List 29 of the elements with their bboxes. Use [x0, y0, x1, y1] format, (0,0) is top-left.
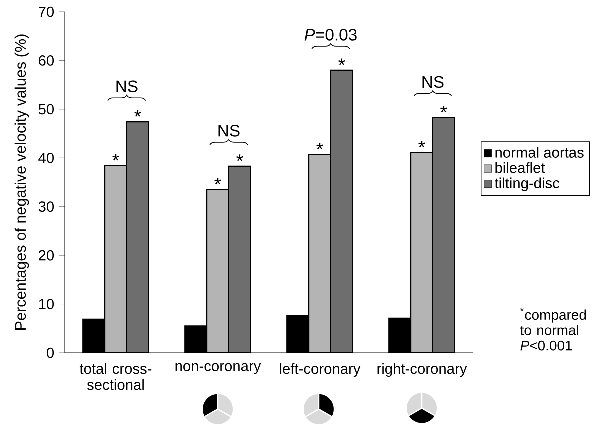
- x-tick-label: right-coronary: [378, 363, 468, 378]
- annotation: *: [134, 110, 142, 117]
- annotation: *: [440, 106, 448, 113]
- y-tick-label: 30: [38, 202, 54, 212]
- y-tick-label: 70: [39, 6, 54, 18]
- text: $^{*}$compared to normal P<0.001: [520, 308, 586, 351]
- y-tick-label: 10: [39, 299, 54, 310]
- x-tick-label: total cross-sectional: [80, 363, 152, 390]
- annotation: *: [418, 141, 426, 148]
- x-tick-label: left-coronary: [280, 363, 361, 378]
- annotation: NS: [218, 125, 240, 137]
- annotation: *: [316, 142, 324, 150]
- y-tick-label: 20: [39, 250, 54, 261]
- annotation: *: [338, 58, 346, 66]
- legend-label: bileaflet: [496, 162, 546, 174]
- annotation: P=0.03: [304, 29, 357, 41]
- legend-label: normal aortas: [496, 147, 584, 158]
- y-tick-label: 0: [47, 348, 54, 358]
- legend-label: tilting-disc: [494, 178, 560, 192]
- y-tick-label: 60: [39, 56, 54, 66]
- annotation: *: [112, 154, 120, 161]
- annotation: NS: [422, 76, 444, 88]
- y-tick-label: 50: [38, 104, 54, 115]
- y-tick-label: 40: [38, 152, 54, 164]
- annotation: *: [214, 178, 222, 185]
- annotation: *: [236, 154, 244, 162]
- y-axis-title: Percentages of negative velocity values (%): [14, 34, 30, 330]
- x-tick-label: non-coronary: [176, 363, 262, 374]
- annotation: NS: [116, 80, 138, 92]
